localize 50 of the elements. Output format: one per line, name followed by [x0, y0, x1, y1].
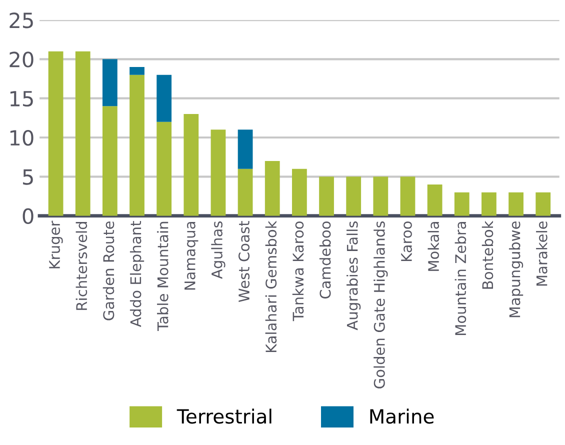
x-tick-label: Golden Gate Highlands: [374, 221, 388, 388]
legend-label: Terrestrial: [176, 408, 272, 424]
x-tick-label: Marakele: [536, 221, 548, 286]
y-tick-label: 15: [10, 91, 33, 107]
bar: [48, 51, 64, 216]
bar: [75, 51, 90, 216]
bar: [238, 168, 253, 216]
x-tick-label: Mapungubwe: [508, 221, 524, 318]
y-tick-label: 10: [10, 130, 34, 146]
bar: [102, 106, 118, 216]
y-tick-label: 0: [22, 208, 34, 224]
x-tick-label: Agulhas: [211, 221, 226, 279]
x-tick-label: Addo Elephant: [130, 221, 144, 328]
bar: [238, 130, 253, 169]
bar: [292, 168, 307, 216]
y-tick-label: 5: [23, 169, 33, 185]
bar: [156, 74, 172, 122]
x-tick-label: Table Mountain: [157, 222, 168, 332]
bar: [400, 176, 416, 216]
bar: [102, 59, 118, 106]
x-tick-label: Bontebok: [482, 220, 494, 289]
bar: [508, 192, 524, 216]
bar: [346, 176, 362, 216]
bar: [373, 176, 388, 216]
x-tick-label: Karoo: [401, 221, 412, 262]
x-tick-label: Mokala: [428, 222, 440, 271]
bar: [427, 184, 442, 216]
x-tick-label: Garden Route: [102, 221, 114, 320]
x-tick-label: West Coast: [238, 221, 250, 302]
bar: [130, 67, 144, 75]
bar: [210, 130, 226, 216]
y-tick-label: 25: [10, 12, 33, 28]
bar: [319, 176, 334, 216]
x-tick-label: Tankwa Karoo: [292, 221, 304, 322]
x-tick-label: Kalahari Gemsbok: [265, 220, 277, 352]
legend-label: Marine: [370, 408, 434, 424]
bar: [536, 192, 551, 216]
bar: [130, 74, 144, 216]
x-tick-label: Richtersveld: [76, 222, 88, 310]
bar: [264, 161, 280, 216]
bar: [454, 192, 470, 216]
x-tick-label: Mountain Zebra: [454, 222, 466, 335]
bar: [184, 114, 199, 216]
x-tick-label: Camdeboo: [319, 221, 331, 299]
bar: [482, 192, 496, 216]
y-tick-label: 20: [10, 52, 34, 68]
x-tick-label: Kruger: [49, 220, 63, 268]
x-tick-label: Namaqua: [184, 222, 198, 290]
bar: [156, 122, 172, 216]
x-tick-label: Augrabies Falls: [346, 221, 361, 330]
